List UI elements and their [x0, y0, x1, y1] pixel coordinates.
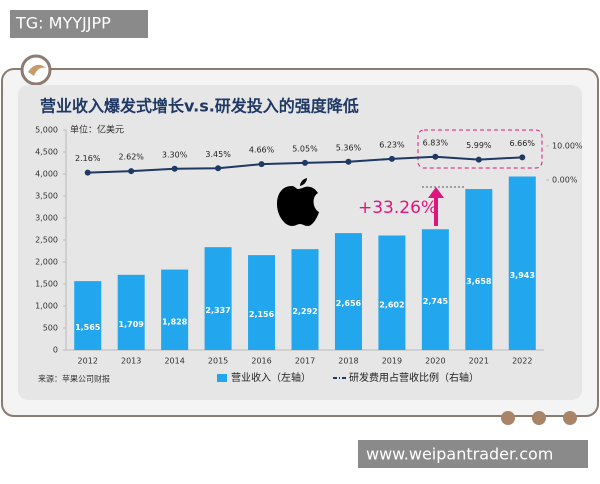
line-value-label: 3.45% — [205, 150, 231, 159]
line-value-label: 6.83% — [423, 138, 449, 147]
bar — [117, 274, 145, 350]
bar-value-label: 3,658 — [466, 277, 492, 286]
bar — [465, 189, 493, 350]
rd-point — [215, 165, 222, 172]
emblem-swirl — [28, 64, 46, 76]
y-tick-label: 1,000 — [35, 302, 58, 311]
legend-swatch — [217, 374, 227, 382]
rd-point — [84, 169, 91, 176]
y-tick-label: 0 — [53, 346, 58, 355]
line-value-label: 6.66% — [510, 139, 536, 148]
x-tick-label: 2015 — [208, 357, 228, 366]
line-value-label: 5.05% — [292, 144, 318, 153]
line-value-label: 4.66% — [249, 146, 275, 155]
rd-point — [345, 158, 352, 165]
legend-label: 营业收入（左轴） — [231, 371, 311, 384]
rd-point — [128, 168, 135, 175]
x-tick-label: 2017 — [295, 357, 315, 366]
bar-value-label: 2,745 — [423, 297, 449, 306]
rd-point — [475, 156, 482, 163]
rd-point — [258, 161, 265, 168]
x-tick-label: 2014 — [164, 357, 184, 366]
x-tick-label: 2022 — [512, 357, 532, 366]
footer-box — [358, 440, 588, 468]
x-tick-label: 2020 — [425, 357, 445, 366]
bar-value-label: 2,656 — [336, 299, 362, 308]
bar — [204, 247, 232, 350]
y-tick-label: 2,000 — [35, 258, 58, 267]
dot — [563, 411, 577, 425]
bar — [334, 233, 362, 350]
highlight-box — [417, 129, 543, 169]
bar-value-label: 2,602 — [379, 300, 404, 309]
unit-label: 单位：亿美元 — [70, 124, 124, 136]
tag: TG: MYYJJPP — [15, 14, 111, 33]
line-value-label: 2.62% — [118, 153, 144, 162]
bar — [421, 229, 449, 350]
rd-point — [171, 165, 178, 172]
bar-value-label: 1,565 — [75, 323, 101, 332]
bar — [74, 281, 102, 350]
y2-tick-label: 10.00% — [552, 142, 583, 151]
y-tick-label: 500 — [43, 324, 58, 333]
bar-value-label: 2,292 — [292, 307, 317, 316]
bar-value-label: 1,709 — [119, 320, 145, 329]
rd-point — [388, 155, 395, 162]
y-tick-label: 5,000 — [35, 126, 58, 135]
line-value-label: 5.99% — [466, 141, 492, 150]
line-value-label: 5.36% — [336, 143, 362, 152]
y-tick-label: 4,500 — [35, 148, 58, 157]
bar — [248, 255, 276, 350]
bar — [378, 235, 406, 350]
footer: www.weipantrader.com — [366, 445, 553, 464]
bar — [291, 249, 319, 350]
y-tick-label: 3,500 — [35, 192, 58, 201]
rd-point — [519, 154, 526, 161]
tag-box — [10, 10, 148, 38]
x-tick-label: 2016 — [251, 357, 271, 366]
bar-value-label: 2,156 — [249, 310, 275, 319]
rd-point — [302, 159, 308, 166]
x-tick-label: 2019 — [382, 357, 402, 366]
y-tick-label: 3,000 — [35, 214, 58, 223]
dot — [501, 411, 515, 425]
y-tick-label: 2,500 — [35, 236, 58, 245]
bar-value-label: 3,943 — [510, 271, 535, 280]
bar-value-label: 1,828 — [162, 317, 188, 326]
x-tick-label: 2018 — [338, 357, 358, 366]
line-value-label: 3.30% — [162, 150, 188, 159]
y2-tick-label: 0.00% — [552, 176, 578, 185]
legend-label: 研发费用占营收比例（右轴） — [349, 371, 479, 384]
x-tick-label: 2013 — [121, 357, 141, 366]
chart-title: 营业收入爆发式增长v.s.研发投入的强度降低 — [40, 97, 359, 116]
line-value-label: 6.23% — [379, 140, 405, 149]
bar — [508, 176, 536, 350]
x-tick-label: 2021 — [469, 357, 489, 366]
y-tick-label: 4,000 — [35, 170, 58, 179]
rd-point — [432, 153, 439, 160]
y-tick-label: 1,500 — [35, 280, 58, 289]
x-tick-label: 2012 — [78, 357, 98, 366]
growth-annotation: +33.26% — [358, 198, 437, 218]
bar-value-label: 2,337 — [205, 306, 230, 315]
source: 来源：苹果公司财报 — [38, 374, 110, 384]
bar — [161, 269, 189, 350]
line-value-label: 2.16% — [75, 154, 101, 163]
dot — [532, 411, 546, 425]
apple-logo — [277, 178, 319, 226]
arrow-head — [428, 187, 444, 198]
